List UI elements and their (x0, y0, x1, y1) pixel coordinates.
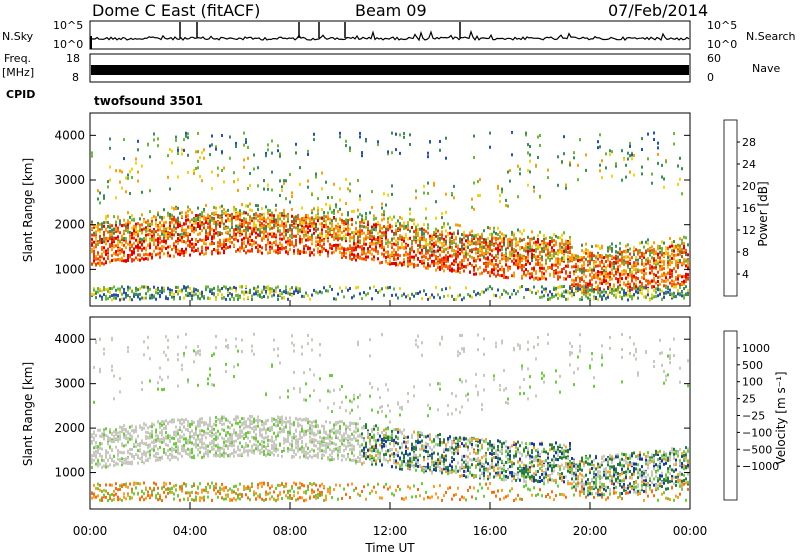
nave-tick-low: 0 (707, 71, 714, 84)
power-colorbar-tick: 28 (742, 136, 756, 149)
power-scatter-data (91, 130, 689, 302)
freq-band (91, 65, 689, 75)
velocity-colorbar-tick: −100 (742, 426, 772, 439)
freq-panel-frame (89, 53, 691, 83)
power-ylabel: Slant Range [km] (21, 158, 35, 262)
power-colorbar-tick: 12 (742, 224, 756, 237)
nsearch-label: N.Search (746, 30, 796, 43)
velocity-x-axis: 00:00 04:00 08:00 12:00 16:00 20:00 00:00 (73, 502, 708, 538)
x-tick-label: 00:00 (73, 524, 108, 538)
x-tick-label: 16:00 (473, 524, 508, 538)
freq-unit-label: [MHz] (2, 66, 34, 79)
beam-label: Beam 09 (355, 1, 427, 20)
y-tick-label: 2000 (54, 421, 85, 435)
nsky-trace (89, 22, 690, 49)
noise-panel-frame (89, 20, 691, 50)
velocity-colorbar-tick: 25 (742, 393, 756, 406)
nsky-label: N.Sky (2, 30, 34, 43)
nave-label: Nave (752, 62, 780, 75)
y-tick-label: 4000 (54, 332, 85, 346)
velocity-colorbar-tick: −1000 (742, 460, 779, 473)
velocity-scatter-data (91, 332, 689, 503)
power-y-axis: 1000 2000 3000 4000 (54, 128, 690, 276)
y-tick-label: 2000 (54, 218, 85, 232)
velocity-colorbar-tick: −25 (742, 410, 765, 423)
power-colorbar: 4 8 12 16 20 24 28 (723, 119, 756, 297)
power-colorbar-tick: 20 (742, 180, 756, 193)
velocity-colorbar-label: Velocity [m s⁻¹] (774, 371, 788, 464)
freq-tick-high: 18 (66, 52, 80, 65)
cpid-value: twofsound 3501 (94, 94, 203, 108)
freq-tick-low: 8 (72, 71, 79, 84)
y-tick-label: 3000 (54, 377, 85, 391)
y-tick-label: 1000 (54, 466, 85, 480)
power-colorbar-tick: 8 (742, 246, 749, 259)
velocity-panel-frame (89, 316, 691, 510)
x-tick-label: 00:00 (673, 524, 708, 538)
power-colorbar-tick: 4 (742, 268, 749, 281)
nsky-tick-high: 10^5 (53, 19, 83, 32)
power-x-ticks (89, 300, 691, 306)
power-colorbar-label: Power [dB] (756, 181, 770, 246)
power-colorbar-tick: 24 (742, 158, 756, 171)
velocity-colorbar: 1000 500 100 25 −25 −100 −500 −1000 (723, 330, 779, 501)
velocity-colorbar-tick: 500 (742, 359, 763, 372)
velocity-ylabel: Slant Range [km] (21, 362, 35, 466)
x-tick-label: 20:00 (573, 524, 608, 538)
velocity-colorbar-tick: −500 (742, 443, 772, 456)
cpid-label: CPID (6, 88, 35, 101)
y-tick-label: 1000 (54, 262, 85, 276)
velocity-xlabel: Time UT (364, 541, 415, 554)
station-title: Dome C East (fitACF) (92, 1, 260, 20)
velocity-colorbar-tick: 100 (742, 376, 763, 389)
nsearch-tick-low: 10^0 (707, 38, 737, 51)
y-tick-label: 3000 (54, 173, 85, 187)
nave-tick-high: 60 (707, 52, 721, 65)
power-panel-frame (89, 112, 691, 307)
x-tick-label: 12:00 (373, 524, 408, 538)
nsky-tick-low: 10^0 (53, 38, 83, 51)
nsearch-tick-high: 10^5 (707, 19, 737, 32)
freq-label: Freq. (4, 52, 31, 65)
velocity-y-axis: 1000 2000 3000 4000 (54, 332, 690, 480)
x-tick-label: 04:00 (173, 524, 208, 538)
velocity-colorbar-tick: 1000 (742, 342, 770, 355)
y-tick-label: 4000 (54, 128, 85, 142)
power-colorbar-tick: 16 (742, 202, 756, 215)
x-tick-label: 08:00 (273, 524, 308, 538)
date-label: 07/Feb/2014 (608, 1, 708, 20)
